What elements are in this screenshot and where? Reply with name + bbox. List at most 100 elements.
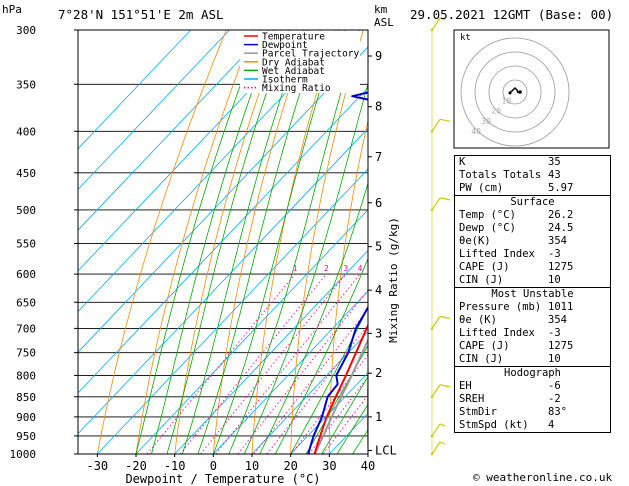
most-unstable-row: CIN (J) 10	[455, 353, 610, 366]
temperature-tick-label: 0	[210, 459, 217, 473]
hodograph-row: StmDir 83°	[455, 406, 610, 419]
temperature-tick-label: 10	[245, 459, 259, 473]
surface-row: Temp (°C) 26.2	[455, 209, 610, 222]
legend-label: Parcel Trajectory	[262, 49, 360, 60]
index-label: K	[459, 156, 466, 168]
mixing-ratio-label: 1	[293, 264, 298, 273]
wind-barb-flag	[439, 423, 446, 427]
isotherm-line	[78, 30, 192, 150]
most-unstable-value: 10	[548, 353, 561, 365]
wind-barb-flag	[439, 441, 446, 445]
isotherm-line	[174, 249, 368, 454]
most-unstable-label: Lifted Index	[459, 327, 535, 339]
index-label: PW (cm)	[459, 182, 504, 194]
pressure-tick-label: 750	[16, 347, 36, 360]
surface-value: 26.2	[548, 209, 574, 221]
surface-row: CAPE (J) 1275	[455, 261, 610, 274]
wind-barb-staff	[431, 423, 441, 437]
surface-label: Dewp (°C)	[459, 222, 516, 234]
most-unstable-section: Most Unstable Pressure (mb) 1011 θe (K) 354…	[455, 287, 610, 366]
most-unstable-row: CAPE (J) 1275	[455, 340, 610, 353]
wet-adiabat-line	[290, 307, 368, 454]
temperature-tick-label: 30	[322, 459, 336, 473]
mixing-ratio-line	[215, 273, 361, 454]
most-unstable-value: 354	[548, 314, 567, 326]
temperature-line	[313, 323, 368, 454]
dry-adiabat-line	[404, 30, 445, 454]
isotherm-line	[78, 127, 368, 435]
height-unit-label: km	[374, 3, 388, 16]
pressure-tick-label: 800	[16, 369, 36, 382]
hodograph-label: SREH	[459, 393, 485, 405]
hodograph-row: StmSpd (kt) 4	[455, 419, 610, 432]
legend-label: Wet Adiabat	[262, 66, 325, 77]
datetime-title: 29.05.2021 12GMT (Base: 00)	[410, 7, 614, 22]
location-title: 7°28'N 151°51'E 2m ASL	[58, 7, 224, 22]
wind-barb	[430, 384, 451, 399]
hodograph-trace	[508, 86, 519, 94]
wet-adiabat-line	[336, 403, 368, 454]
wind-barb-staff	[431, 384, 441, 398]
hodograph-row: EH -6	[455, 380, 610, 393]
dry-adiabat-line	[96, 30, 227, 454]
mixing-ratio-line	[237, 289, 368, 454]
pressure-tick-label: 300	[16, 24, 36, 37]
wet-adiabat-line	[274, 257, 368, 454]
dry-adiabat-line	[290, 30, 364, 454]
surface-label: CAPE (J)	[459, 261, 510, 273]
mixing-ratio-axis-title: Mixing Ratio (g/kg)	[387, 217, 400, 343]
wind-barb-flag	[439, 384, 451, 388]
pressure-tick-label: 550	[16, 237, 36, 250]
surface-value: 24.5	[548, 222, 574, 234]
x-axis-title: Dewpoint / Temperature (°C)	[125, 472, 320, 486]
surface-row: Lifted Index -3	[455, 248, 610, 261]
hodograph-kt-label: kt	[460, 33, 471, 43]
temperature-tick-label: -20	[125, 459, 147, 473]
indices-table: K 35 Totals Totals 43 PW (cm) 5.97 Surface …	[454, 155, 611, 433]
legend-label: Temperature	[262, 32, 325, 43]
wet-adiabat-line	[135, 30, 262, 454]
wet-adiabat-line	[212, 30, 340, 454]
wind-barb-staff	[431, 17, 441, 31]
wind-barb-staff	[431, 197, 441, 211]
height-tick-label: 7	[375, 150, 382, 164]
wind-barb	[430, 197, 451, 212]
most-unstable-row: θe (K) 354	[455, 314, 610, 327]
hodograph-ring-label: 10	[502, 97, 512, 106]
isotherm-line	[213, 290, 368, 454]
hodograph-value: 83°	[548, 406, 567, 418]
temperature-tick-label: 20	[283, 459, 297, 473]
wet-adiabat-line	[228, 30, 360, 454]
hodograph-point	[508, 91, 512, 95]
dry-adiabat-line	[212, 30, 309, 454]
pressure-tick-label: 600	[16, 268, 36, 281]
dry-adiabat-line	[366, 357, 368, 454]
hodograph-label: StmDir	[459, 406, 497, 418]
hodograph-ring	[502, 79, 528, 105]
surface-label: CIN (J)	[459, 274, 504, 286]
surface-value: 354	[548, 235, 567, 247]
hodograph-table-title: Hodograph	[504, 367, 561, 379]
legend-box	[240, 31, 360, 93]
wind-barb-staff	[431, 316, 441, 329]
wind-barb-flag	[439, 118, 451, 122]
hodograph-ring	[460, 37, 570, 147]
height-tick-label: LCL	[375, 443, 397, 457]
surface-value: 1275	[548, 261, 574, 273]
hodograph-table-section: Hodograph EH -6 SREH -2 StmDir 83° StmSpd (kt)…	[455, 366, 610, 432]
hodograph-label: EH	[459, 380, 472, 392]
isotherm-line	[78, 30, 269, 231]
pressure-tick-label: 900	[16, 411, 36, 424]
pressure-tick-label: 500	[16, 204, 36, 217]
wind-barb	[430, 315, 451, 330]
wind-barb	[430, 423, 446, 438]
isotherm-line	[290, 372, 368, 454]
most-unstable-row: Pressure (mb) 1011	[455, 301, 610, 314]
index-value: 5.97	[548, 182, 574, 194]
height-tick-label: 9	[375, 49, 382, 63]
index-row-pw: PW (cm) 5.97	[455, 182, 610, 195]
pressure-tick-label: 400	[16, 125, 36, 138]
surface-row: Dewp (°C) 24.5	[455, 222, 610, 235]
